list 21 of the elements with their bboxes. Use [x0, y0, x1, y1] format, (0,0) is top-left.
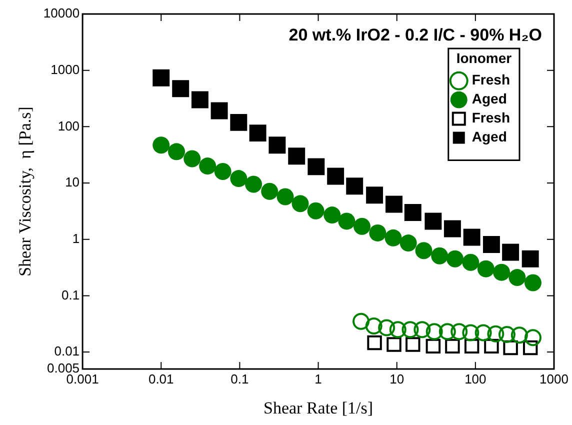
y-tick-label: 0.01 — [54, 344, 80, 359]
y-axis-title: Shear Viscosity, η [Pa.s] — [16, 106, 35, 276]
legend-title: Ionomer — [456, 50, 512, 66]
y-tick-label: 1000 — [50, 62, 80, 77]
x-tick-label: 0.1 — [230, 371, 249, 386]
x-tick-label: 10 — [390, 371, 404, 386]
x-tick-label: 0.01 — [148, 371, 174, 386]
legend-label: Aged — [472, 90, 507, 107]
legend-label: Fresh — [472, 110, 510, 126]
y-tick-label: 0.1 — [61, 287, 80, 302]
text: 20 wt.% IrO2 - 0.2 I/C - 90% H₂O — [288, 26, 542, 45]
x-tick-label: 1 — [314, 371, 322, 386]
x-axis-title: Shear Rate [1/s] — [264, 398, 374, 418]
y-tick-label: 1 — [72, 230, 80, 246]
y-tick-label: 10000 — [43, 6, 80, 21]
legend-label: Aged — [472, 128, 507, 145]
x-tick-label: 1000 — [540, 371, 568, 386]
y-tick-label: 10 — [65, 174, 80, 190]
x-tick-label: 100 — [464, 371, 486, 386]
legend-label: Fresh — [472, 72, 510, 88]
y-tick-label: 100 — [58, 118, 80, 134]
